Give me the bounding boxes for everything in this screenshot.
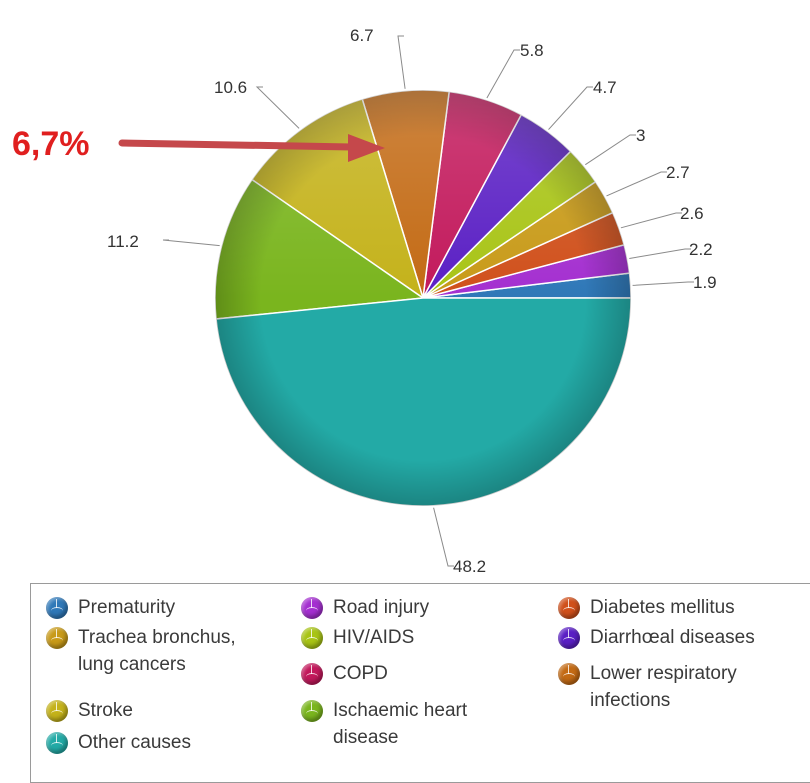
legend-item: Trachea bronchus, lung cancers	[46, 624, 236, 678]
data-labels-layer: 1.9 2.2 2.6 2.7 3 4.7 5.8 6.7 10.6 11.2 48.2	[107, 26, 717, 576]
legend-label: Diabetes mellitus	[590, 597, 735, 618]
slices-layer	[214, 89, 632, 507]
pie-swatch-icon	[46, 700, 68, 722]
data-label: 2.2	[689, 240, 713, 259]
annotation-arrow-head	[348, 134, 385, 162]
pie-swatch-icon	[558, 597, 580, 619]
legend-label: Trachea bronchus, lung cancers	[78, 627, 236, 675]
legend-item: Stroke	[46, 697, 133, 724]
pie-gloss	[215, 90, 631, 506]
legend-item: HIV/AIDS	[301, 624, 414, 651]
pie-swatch-icon	[46, 597, 68, 619]
data-label: 2.6	[680, 204, 704, 223]
legend-label: Prematurity	[78, 597, 176, 618]
leader-line	[606, 171, 667, 197]
pie-swatch-icon	[558, 663, 580, 685]
leader-line	[255, 86, 300, 129]
data-label: 2.7	[666, 163, 690, 182]
data-label: 4.7	[593, 78, 617, 97]
leader-lines-layer	[162, 35, 694, 567]
leader-line	[548, 86, 593, 130]
legend-label: Road injury	[333, 597, 430, 618]
legend-label: HIV/AIDS	[333, 627, 415, 648]
legend-item: Diabetes mellitus	[558, 594, 735, 621]
leader-line	[632, 281, 694, 286]
data-label: 1.9	[693, 273, 717, 292]
annotation-percent-label: 6,7%	[12, 125, 90, 163]
legend-item: COPD	[301, 660, 388, 687]
data-label: 11.2	[107, 232, 139, 251]
pie-swatch-icon	[301, 663, 323, 685]
pie-swatch-icon	[301, 597, 323, 619]
data-label: 3	[636, 126, 645, 145]
leader-line	[486, 49, 520, 99]
legend-label: Other causes	[78, 732, 191, 753]
legend-item: Diarrhœal diseases	[558, 624, 755, 651]
data-label: 5.8	[520, 41, 544, 60]
legend-item: Lower respiratory infections	[558, 660, 737, 714]
pie-chart: 1.9 2.2 2.6 2.7 3 4.7 5.8 6.7 10.6 11.2 48.2 6,7% …	[12, 26, 810, 783]
pie-swatch-icon	[301, 627, 323, 649]
leader-line	[629, 248, 691, 259]
annotation-layer: 6,7%	[12, 125, 385, 163]
pie-chart-svg: 1.9 2.2 2.6 2.7 3 4.7 5.8 6.7 10.6 11.2 48.2 6,7%	[12, 26, 717, 576]
pie-swatch-icon	[558, 627, 580, 649]
leader-line	[620, 212, 682, 229]
data-label: 10.6	[214, 78, 247, 97]
legend-label: Ischaemic heart disease	[333, 700, 468, 748]
data-label: 48.2	[453, 557, 486, 576]
leader-line	[433, 507, 454, 567]
legend-label: Lower respiratory infections	[590, 663, 737, 711]
pie-swatch-icon	[46, 732, 68, 754]
chart-legend: Prematurity Road injury Diabetes mellitus T…	[30, 583, 810, 783]
leader-line	[162, 239, 220, 247]
annotation-arrow	[118, 139, 356, 151]
leader-line	[585, 134, 636, 166]
legend-item: Prematurity	[46, 594, 175, 621]
legend-item: Other causes	[46, 729, 191, 756]
legend-label: Stroke	[78, 700, 133, 721]
data-label: 6.7	[350, 26, 374, 45]
legend-label: Diarrhœal diseases	[590, 627, 755, 648]
legend-label: COPD	[333, 663, 388, 684]
legend-item: Ischaemic heart disease	[301, 697, 467, 751]
pie-swatch-icon	[46, 627, 68, 649]
leader-line	[397, 35, 406, 89]
legend-item: Road injury	[301, 594, 429, 621]
pie-swatch-icon	[301, 700, 323, 722]
